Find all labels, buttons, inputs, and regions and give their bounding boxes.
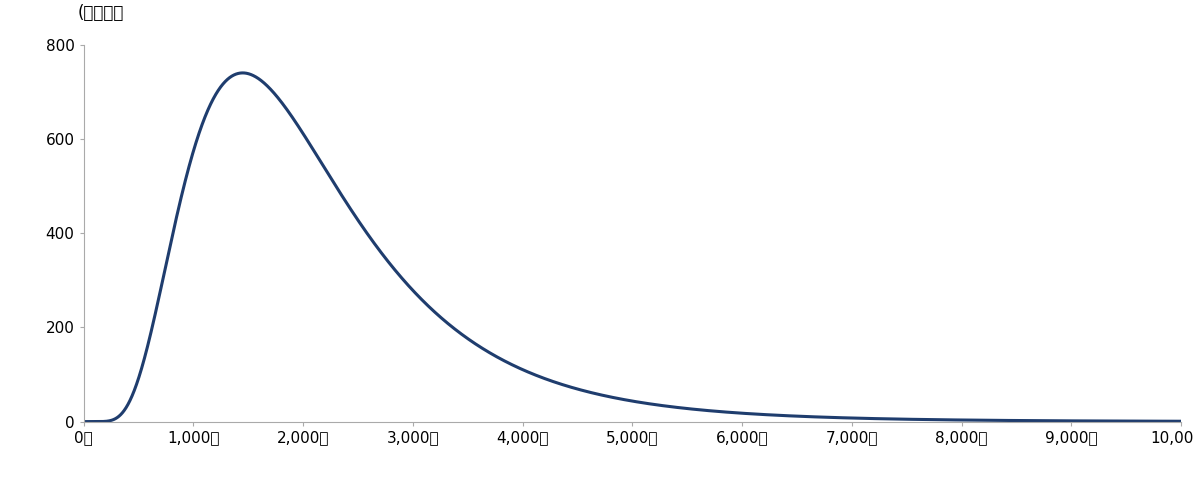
Text: (百万円）: (百万円） [78,4,124,22]
